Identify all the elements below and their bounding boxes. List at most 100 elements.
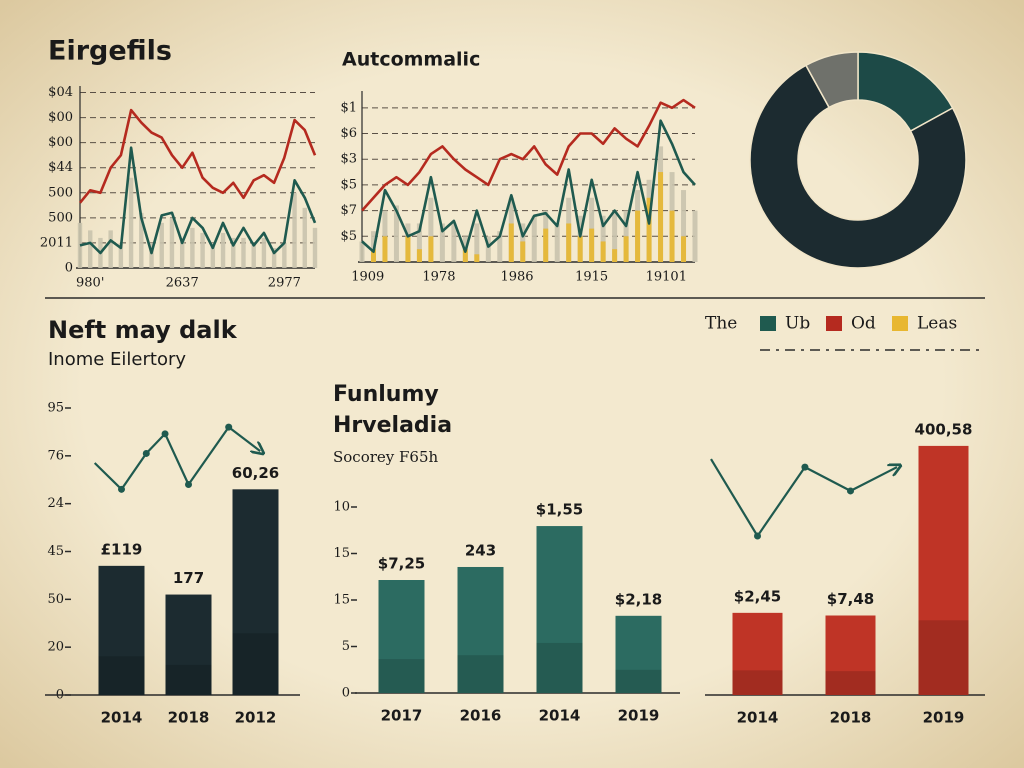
chart-title: Autcommalic xyxy=(342,49,480,71)
bar xyxy=(292,192,297,268)
bar xyxy=(241,237,246,268)
bar-annotation: £119 xyxy=(101,540,143,558)
bar-annotation: $2,45 xyxy=(734,587,781,605)
y-tick-label: 15 xyxy=(333,546,350,561)
bar xyxy=(416,249,422,262)
chart-subtitle: Socorey F65h xyxy=(333,448,439,466)
y-tick-label: 0 xyxy=(65,261,73,276)
bar xyxy=(439,223,445,262)
bar-annotation: 243 xyxy=(465,541,496,559)
y-tick-label: 76 xyxy=(47,448,64,463)
bar-texture xyxy=(732,670,783,695)
bar xyxy=(382,236,388,262)
bar xyxy=(428,236,434,262)
y-tick-label: $6 xyxy=(340,126,357,141)
bar-texture xyxy=(536,642,583,693)
bar xyxy=(108,230,113,268)
bar xyxy=(370,249,376,262)
bar xyxy=(359,241,365,262)
bar xyxy=(210,242,216,268)
bar xyxy=(669,210,675,262)
bar xyxy=(179,237,185,268)
bar xyxy=(615,615,662,693)
y-tick-label: $00 xyxy=(48,135,73,150)
chart-subtitle: Inome Eilertory xyxy=(48,349,186,370)
y-tick-label: 500 xyxy=(48,185,73,200)
legend-label: Leas xyxy=(917,314,957,334)
y-tick-label: 0 xyxy=(342,686,350,701)
bar xyxy=(554,223,560,262)
bar xyxy=(190,227,195,268)
trend-point xyxy=(847,487,854,495)
bar xyxy=(681,190,687,262)
y-tick-label: 500 xyxy=(48,210,73,225)
y-tick-label: $7 xyxy=(340,203,357,218)
legend-swatch xyxy=(892,316,908,331)
bar-texture xyxy=(232,633,279,695)
y-tick-label: 95 xyxy=(47,401,64,416)
trend-point xyxy=(225,423,233,431)
bar xyxy=(692,210,698,262)
y-tick-label: 50 xyxy=(47,592,64,607)
bar xyxy=(282,242,287,268)
bar xyxy=(200,232,205,268)
line-series xyxy=(79,146,317,255)
bar xyxy=(474,223,480,262)
bar xyxy=(566,223,572,262)
bar xyxy=(646,197,652,262)
bar-annotation: $7,48 xyxy=(827,590,874,608)
bar xyxy=(536,526,583,693)
bar xyxy=(600,241,606,262)
x-tick-label: 2014 xyxy=(101,709,143,727)
bar xyxy=(165,594,212,695)
bar xyxy=(271,247,277,268)
x-tick-label: 980' xyxy=(76,276,104,291)
bar xyxy=(118,242,124,268)
bar xyxy=(261,237,267,268)
x-tick-label: 2977 xyxy=(268,276,301,291)
bar xyxy=(88,230,93,268)
bar xyxy=(681,236,687,262)
x-tick-label: 1978 xyxy=(422,270,455,285)
x-tick-label: 2014 xyxy=(539,707,581,725)
trend-point xyxy=(142,449,150,457)
x-tick-label: 2012 xyxy=(235,709,277,727)
legend-label: Od xyxy=(851,314,876,334)
bar-texture xyxy=(457,655,504,693)
bar-annotation: $7,25 xyxy=(378,555,425,573)
y-tick-label: $00 xyxy=(48,110,73,125)
x-tick-label: 2019 xyxy=(618,707,660,725)
bar xyxy=(918,445,969,695)
chart-title: Funlumy xyxy=(333,382,439,407)
y-tick-label: $04 xyxy=(48,85,73,100)
legend-swatch xyxy=(760,316,776,331)
y-tick-label: 20 xyxy=(47,640,64,655)
bar xyxy=(612,249,618,262)
trend-point xyxy=(118,485,125,493)
bar xyxy=(77,222,83,268)
x-tick-label: 1909 xyxy=(351,270,384,285)
x-tick-label: 2016 xyxy=(460,707,502,725)
y-tick-label: 10 xyxy=(333,500,350,515)
chart-title: Hrveladia xyxy=(333,413,452,438)
bar xyxy=(531,215,537,262)
y-tick-label: 5 xyxy=(342,639,350,654)
bar xyxy=(98,565,145,695)
bar xyxy=(220,232,226,268)
x-tick-label: 2637 xyxy=(166,276,199,291)
y-tick-label: $3 xyxy=(340,152,357,167)
bar xyxy=(393,205,399,262)
bar xyxy=(497,231,503,262)
bar xyxy=(128,177,134,268)
bar xyxy=(623,236,629,262)
y-tick-label: 45 xyxy=(47,544,64,559)
bar xyxy=(589,228,595,262)
bar-texture xyxy=(378,659,425,693)
y-tick-label: $5 xyxy=(340,177,357,192)
y-tick-label: $5 xyxy=(340,229,357,244)
bar-annotation: $2,18 xyxy=(615,590,662,608)
bar xyxy=(312,227,318,268)
bar-annotation: 60,26 xyxy=(232,464,279,482)
pie-slice xyxy=(749,64,967,269)
